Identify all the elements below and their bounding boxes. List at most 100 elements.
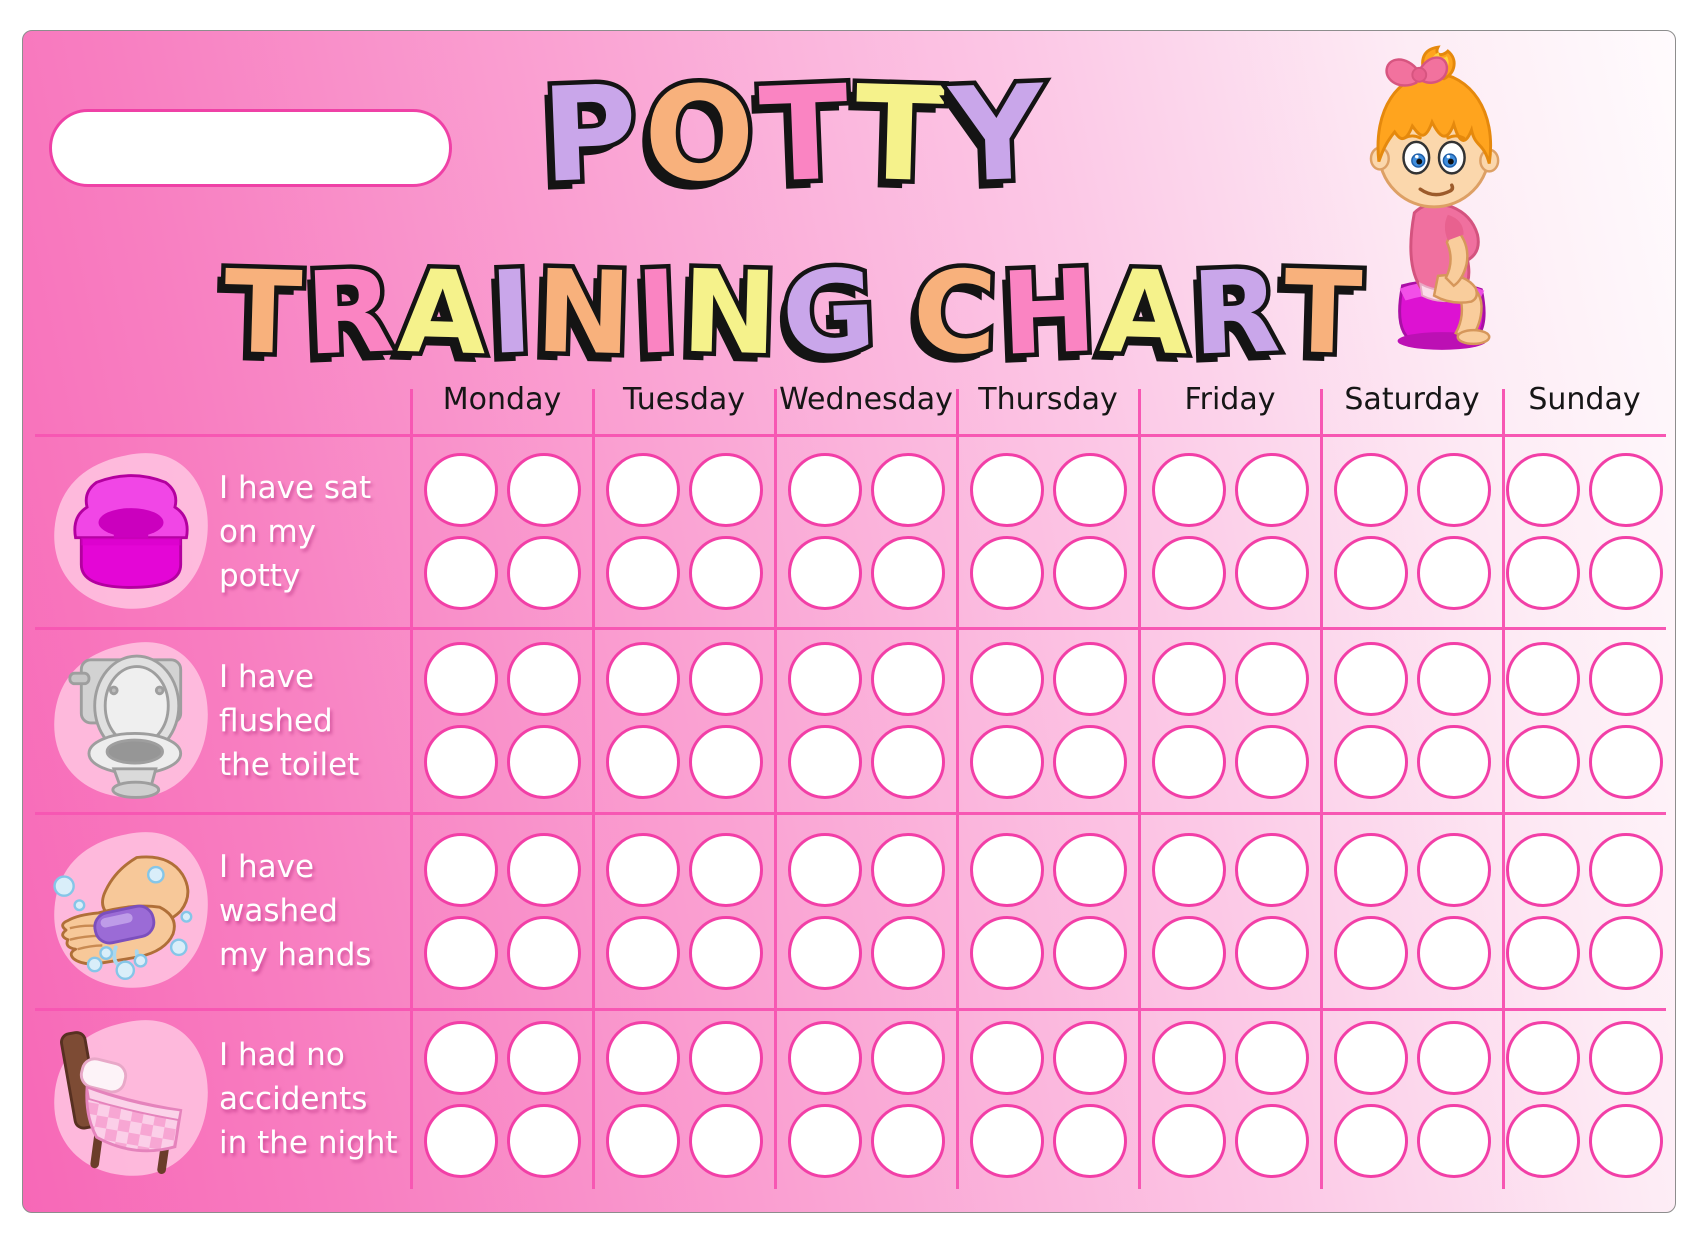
sticker-slot[interactable] <box>506 1103 581 1178</box>
sticker-slot[interactable] <box>969 642 1044 716</box>
sticker-slot[interactable] <box>605 832 680 907</box>
sticker-slot[interactable] <box>787 1020 862 1095</box>
sticker-slot[interactable] <box>506 536 581 610</box>
sticker-slot[interactable] <box>688 1020 763 1095</box>
sticker-slot[interactable] <box>1234 1103 1309 1178</box>
sticker-slot[interactable] <box>605 536 680 610</box>
sticker-slot[interactable] <box>1506 453 1580 527</box>
sticker-slot[interactable] <box>870 725 945 799</box>
sticker-slot[interactable] <box>1416 725 1491 799</box>
sticker-slot[interactable] <box>1234 453 1309 527</box>
sticker-slot[interactable] <box>1333 725 1408 799</box>
sticker-slot[interactable] <box>688 725 763 799</box>
sticker-slot[interactable] <box>1052 1020 1127 1095</box>
sticker-slot[interactable] <box>1416 832 1491 907</box>
sticker-slot[interactable] <box>1333 453 1408 527</box>
sticker-slot[interactable] <box>1151 725 1226 799</box>
sticker-slot[interactable] <box>688 536 763 610</box>
sticker-slot[interactable] <box>1151 1020 1226 1095</box>
sticker-slot[interactable] <box>1234 832 1309 907</box>
sticker-slot[interactable] <box>605 453 680 527</box>
sticker-slot[interactable] <box>1151 642 1226 716</box>
sticker-slot[interactable] <box>688 1103 763 1178</box>
sticker-slot[interactable] <box>1506 536 1580 610</box>
sticker-slot[interactable] <box>1589 832 1663 907</box>
sticker-slot[interactable] <box>506 453 581 527</box>
sticker-slot[interactable] <box>1589 1020 1663 1095</box>
sticker-slot[interactable] <box>1052 1103 1127 1178</box>
sticker-slot[interactable] <box>506 1020 581 1095</box>
sticker-slot[interactable] <box>1151 1103 1226 1178</box>
sticker-slot[interactable] <box>870 832 945 907</box>
sticker-slot[interactable] <box>969 1103 1044 1178</box>
sticker-slot[interactable] <box>1151 832 1226 907</box>
sticker-slot[interactable] <box>1234 536 1309 610</box>
sticker-slot[interactable] <box>506 642 581 716</box>
sticker-slot[interactable] <box>1333 1103 1408 1178</box>
sticker-slot[interactable] <box>605 642 680 716</box>
sticker-slot[interactable] <box>787 725 862 799</box>
sticker-slot[interactable] <box>1506 1020 1580 1095</box>
sticker-slot[interactable] <box>688 915 763 990</box>
sticker-slot[interactable] <box>969 832 1044 907</box>
sticker-slot[interactable] <box>1052 725 1127 799</box>
sticker-slot[interactable] <box>1234 725 1309 799</box>
sticker-slot[interactable] <box>969 536 1044 610</box>
sticker-slot[interactable] <box>423 453 498 527</box>
sticker-slot[interactable] <box>1052 536 1127 610</box>
sticker-slot[interactable] <box>969 453 1044 527</box>
sticker-slot[interactable] <box>1234 1020 1309 1095</box>
sticker-slot[interactable] <box>969 1020 1044 1095</box>
sticker-slot[interactable] <box>1506 832 1580 907</box>
sticker-slot[interactable] <box>787 536 862 610</box>
sticker-slot[interactable] <box>969 725 1044 799</box>
sticker-slot[interactable] <box>1416 1020 1491 1095</box>
sticker-slot[interactable] <box>787 642 862 716</box>
sticker-slot[interactable] <box>1416 642 1491 716</box>
sticker-slot[interactable] <box>423 642 498 716</box>
sticker-slot[interactable] <box>688 453 763 527</box>
sticker-slot[interactable] <box>1333 536 1408 610</box>
sticker-slot[interactable] <box>1052 642 1127 716</box>
sticker-slot[interactable] <box>423 1020 498 1095</box>
sticker-slot[interactable] <box>605 1020 680 1095</box>
sticker-slot[interactable] <box>506 832 581 907</box>
sticker-slot[interactable] <box>1416 453 1491 527</box>
sticker-slot[interactable] <box>1151 453 1226 527</box>
sticker-slot[interactable] <box>423 725 498 799</box>
sticker-slot[interactable] <box>605 915 680 990</box>
sticker-slot[interactable] <box>1052 915 1127 990</box>
sticker-slot[interactable] <box>423 915 498 990</box>
sticker-slot[interactable] <box>1333 642 1408 716</box>
sticker-slot[interactable] <box>506 915 581 990</box>
sticker-slot[interactable] <box>870 1020 945 1095</box>
sticker-slot[interactable] <box>1151 915 1226 990</box>
sticker-slot[interactable] <box>1333 1020 1408 1095</box>
sticker-slot[interactable] <box>688 832 763 907</box>
sticker-slot[interactable] <box>1052 453 1127 527</box>
sticker-slot[interactable] <box>688 642 763 716</box>
sticker-slot[interactable] <box>1333 832 1408 907</box>
sticker-slot[interactable] <box>787 915 862 990</box>
sticker-slot[interactable] <box>870 642 945 716</box>
sticker-slot[interactable] <box>1333 915 1408 990</box>
sticker-slot[interactable] <box>1506 1103 1580 1178</box>
sticker-slot[interactable] <box>1506 642 1580 716</box>
sticker-slot[interactable] <box>1506 725 1580 799</box>
sticker-slot[interactable] <box>1506 915 1580 990</box>
sticker-slot[interactable] <box>423 1103 498 1178</box>
sticker-slot[interactable] <box>506 725 581 799</box>
sticker-slot[interactable] <box>1589 642 1663 716</box>
sticker-slot[interactable] <box>1589 725 1663 799</box>
sticker-slot[interactable] <box>969 915 1044 990</box>
sticker-slot[interactable] <box>1589 453 1663 527</box>
sticker-slot[interactable] <box>1589 915 1663 990</box>
sticker-slot[interactable] <box>870 536 945 610</box>
sticker-slot[interactable] <box>787 832 862 907</box>
sticker-slot[interactable] <box>1589 1103 1663 1178</box>
sticker-slot[interactable] <box>870 915 945 990</box>
sticker-slot[interactable] <box>605 1103 680 1178</box>
sticker-slot[interactable] <box>423 832 498 907</box>
sticker-slot[interactable] <box>870 453 945 527</box>
sticker-slot[interactable] <box>1052 832 1127 907</box>
